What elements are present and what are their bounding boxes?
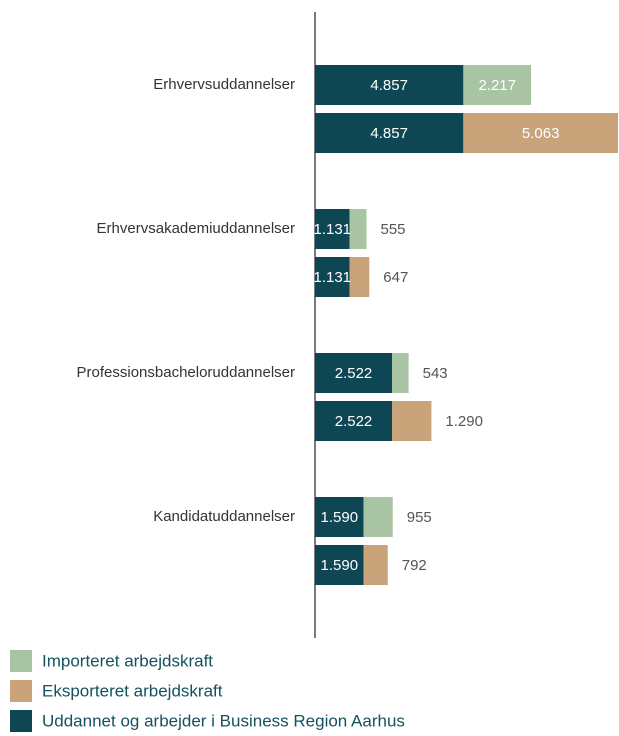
bar-segment <box>363 545 388 585</box>
value-label: 1.290 <box>445 413 483 430</box>
value-label: 955 <box>407 509 432 526</box>
bar-segment <box>392 353 409 393</box>
bar-segment <box>315 65 464 105</box>
category-label: Kandidatuddannelser <box>153 508 295 525</box>
value-label: 792 <box>402 557 427 574</box>
value-label: 555 <box>380 221 405 238</box>
category-label: Erhvervsakademiuddannelser <box>97 220 295 237</box>
legend-swatch <box>10 710 32 732</box>
bar-segment <box>349 209 367 249</box>
value-label: 2.522 <box>335 413 373 430</box>
value-label: 4.857 <box>370 77 408 94</box>
bar-segment <box>349 257 370 297</box>
value-label: 1.590 <box>321 509 359 526</box>
value-label: 4.857 <box>370 125 408 142</box>
category-label: Professionsbacheloruddannelser <box>77 364 295 381</box>
bar-segment <box>392 401 432 441</box>
bar-segment <box>463 113 618 153</box>
bar-segment <box>315 401 393 441</box>
legend-label: Eksporteret arbejdskraft <box>42 681 223 700</box>
value-label: 1.131 <box>313 269 351 286</box>
bar-segment <box>315 497 364 537</box>
value-label: 543 <box>423 365 448 382</box>
legend-swatch <box>10 680 32 702</box>
bar-segment <box>315 353 393 393</box>
value-label: 2.217 <box>478 77 516 94</box>
value-label: 1.131 <box>313 221 351 238</box>
bar-segment <box>315 209 350 249</box>
value-label: 1.590 <box>321 557 359 574</box>
category-label: Erhvervsuddannelser <box>153 76 295 93</box>
bar-segment <box>315 545 364 585</box>
bar-segment <box>315 257 350 297</box>
legend-swatch <box>10 650 32 672</box>
legend-label: Uddannet og arbejder i Business Region A… <box>42 711 405 730</box>
value-label: 2.522 <box>335 365 373 382</box>
value-label: 5.063 <box>522 125 560 142</box>
bar-segment <box>363 497 393 537</box>
legend-label: Importeret arbejdskraft <box>42 651 213 670</box>
bar-segment <box>315 113 464 153</box>
bar-segment <box>463 65 532 105</box>
value-label: 647 <box>383 269 408 286</box>
